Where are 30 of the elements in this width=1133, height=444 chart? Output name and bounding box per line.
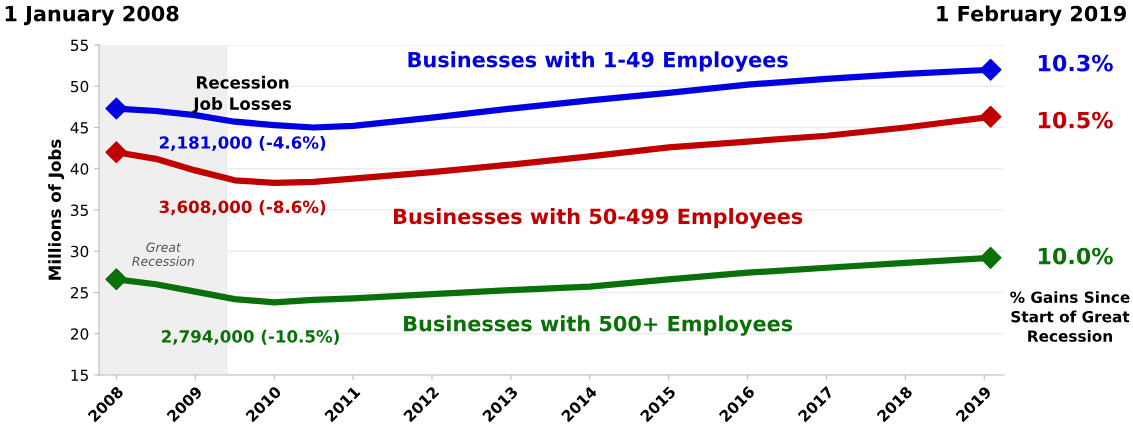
annotation: 2,181,000 (-4.6%) bbox=[159, 135, 326, 151]
y-tick-label: 50 bbox=[71, 80, 89, 93]
point bbox=[979, 105, 1002, 128]
text: % Gains Since Start of Great Recession bbox=[1010, 291, 1130, 342]
point bbox=[979, 58, 1002, 81]
annotation: 2,794,000 (-10.5%) bbox=[162, 329, 339, 345]
point bbox=[979, 246, 1002, 269]
series-label: Businesses with 1-49 Employees bbox=[408, 51, 788, 72]
y-tick-label: 45 bbox=[70, 122, 88, 134]
point bbox=[105, 268, 128, 291]
band-label: Great Recession bbox=[132, 242, 194, 266]
text: 10.0% bbox=[1038, 247, 1113, 265]
y-tick-label: 30 bbox=[71, 245, 89, 258]
y-tick-label: 35 bbox=[71, 204, 88, 217]
annotation: Recession Job Losses bbox=[192, 75, 292, 114]
y-tick-label: 15 bbox=[71, 369, 88, 382]
point bbox=[105, 141, 128, 164]
point bbox=[105, 97, 128, 120]
text: 1 January 2008 bbox=[5, 5, 179, 26]
text: 1 February 2019 bbox=[937, 5, 1127, 26]
text: 10.5% bbox=[1038, 111, 1113, 129]
y-axis-title: Millions of Jobs bbox=[48, 139, 65, 280]
text: 10.3% bbox=[1038, 54, 1113, 72]
y-tick-label: 20 bbox=[70, 328, 89, 340]
series-label: Businesses with 500+ Employees bbox=[404, 315, 793, 336]
annotation: 3,608,000 (-8.6%) bbox=[159, 200, 326, 216]
y-tick-label: 25 bbox=[70, 286, 88, 299]
y-tick-label: 40 bbox=[70, 163, 89, 175]
y-tick-label: 55 bbox=[71, 39, 88, 52]
series-label: Businesses with 50-499 Employees bbox=[394, 208, 803, 229]
